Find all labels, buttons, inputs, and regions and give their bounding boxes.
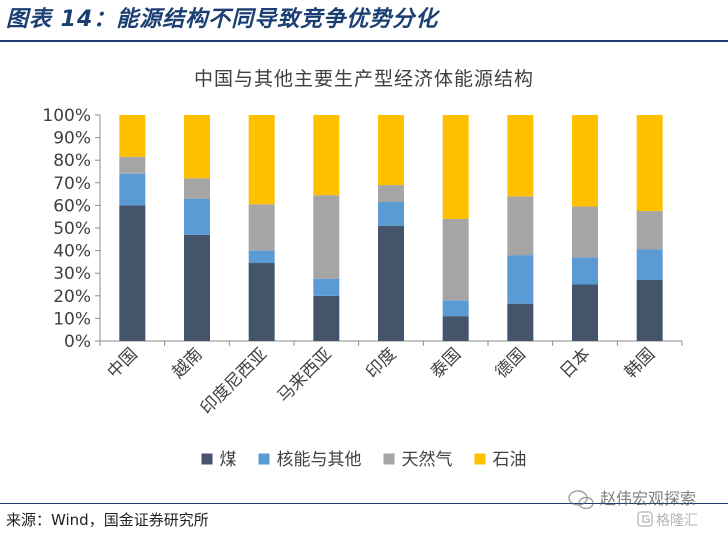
bar-segment (636, 249, 663, 280)
bar-segment (636, 115, 663, 212)
legend-label: 石油 (493, 450, 527, 470)
bar-segment (119, 205, 146, 341)
bar-segment (184, 234, 210, 341)
bar-segment (507, 303, 534, 341)
source-note: 来源：Wind，国金证券研究所 (6, 511, 209, 529)
bar-segment (572, 206, 598, 258)
bar-segment (507, 255, 534, 304)
y-tick-label: 60% (53, 196, 91, 216)
y-tick-label: 0% (64, 332, 91, 352)
bar-segment (572, 257, 598, 285)
y-tick-label: 90% (53, 129, 91, 149)
bar-segment (442, 115, 469, 219)
bar-segment (442, 218, 469, 301)
y-tick-label: 20% (53, 287, 91, 307)
bar-segment (313, 195, 340, 279)
watermark-text: 赵伟宏观探索 (600, 489, 696, 508)
chart-title: 中国与其他主要生产型经济体能源结构 (194, 68, 534, 90)
bar-segment (313, 278, 340, 296)
bar-segment (507, 196, 534, 256)
y-tick-label: 50% (53, 219, 91, 239)
bar-segment (636, 279, 663, 341)
x-tick-label: 韩国 (621, 344, 659, 382)
y-tick-label: 70% (53, 174, 91, 194)
legend-label: 天然气 (402, 450, 453, 470)
bar-segment (184, 198, 210, 235)
bar-segment (248, 204, 275, 251)
x-tick-label: 德国 (492, 344, 530, 382)
bar-segment (507, 115, 534, 197)
bar-segment (184, 115, 210, 179)
x-tick-label: 印度 (362, 344, 400, 382)
figure-title: 图表 14：能源结构不同导致竞争优势分化 (6, 7, 439, 32)
bar-segment (119, 156, 146, 174)
bar-segment (313, 295, 340, 341)
y-tick-label: 10% (53, 309, 91, 329)
bar-segment (636, 211, 663, 250)
source-divider (0, 503, 728, 504)
legend-label: 煤 (220, 450, 237, 470)
bar-segment (248, 263, 275, 341)
x-tick-label: 印度尼西亚 (197, 344, 271, 418)
y-axis: 0% 10%20% 30%40% 50% 60%70% 80%90% 100% (42, 106, 101, 352)
bar-segment (378, 115, 404, 186)
bar-segment (378, 185, 404, 203)
x-tick-label: 泰国 (427, 344, 465, 382)
legend-swatch (258, 453, 270, 465)
y-tick-label: 100% (42, 106, 91, 126)
x-axis (99, 340, 683, 346)
title-divider (0, 40, 728, 42)
legend-swatch (383, 453, 395, 465)
bar-segment (378, 225, 404, 341)
y-tick-label: 30% (53, 264, 91, 284)
legend: 煤 核能与其他 天然气 石油 (201, 450, 527, 470)
legend-label: 核能与其他 (277, 450, 362, 470)
bar-segment (248, 250, 275, 264)
bar-segment (572, 284, 598, 341)
bar-segment (313, 115, 340, 196)
bar-segment (378, 202, 404, 226)
bars (119, 115, 663, 341)
bar-segment (119, 173, 146, 206)
y-tick-label: 80% (53, 151, 91, 171)
y-tick-label: 40% (53, 242, 91, 262)
bar-segment (572, 115, 598, 207)
x-tick-label: 日本 (556, 344, 594, 382)
watermark: 赵伟宏观探索 格隆汇 (568, 489, 698, 529)
bar-segment (184, 178, 210, 199)
bar-segment (442, 316, 469, 341)
gelonghui-icon (637, 511, 653, 527)
bar-segment (248, 115, 275, 205)
wechat-icon (568, 490, 594, 510)
x-tick-label: 中国 (104, 344, 142, 382)
bar-segment (442, 300, 469, 317)
bar-segment (119, 115, 146, 157)
watermark-brand: 格隆汇 (656, 513, 698, 529)
legend-swatch (474, 453, 486, 465)
chart-area: 中国与其他主要生产型经济体能源结构 0% 10% 20% 30% 40% 50% 60% 70… (0, 41, 728, 501)
x-tick-label: 越南 (168, 344, 206, 382)
stacked-bar-chart: 中国与其他主要生产型经济体能源结构 0% 10%20% 30%40% 50% 60%70… (42, 68, 683, 470)
x-tick-label: 马来西亚 (274, 344, 336, 406)
legend-swatch (201, 453, 213, 465)
